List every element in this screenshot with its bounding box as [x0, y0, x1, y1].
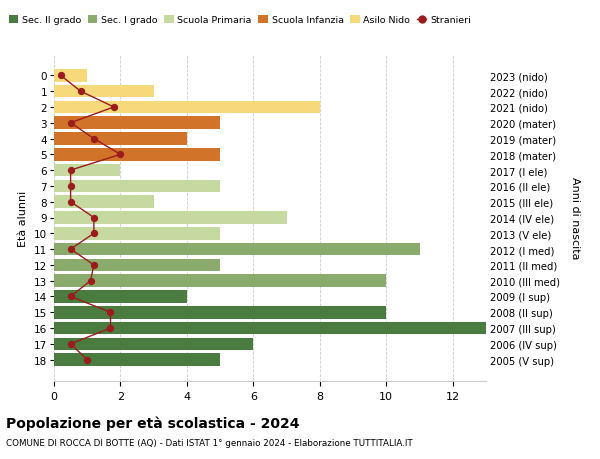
- Bar: [54, 338, 253, 350]
- Point: [66, 167, 76, 174]
- Point: [66, 246, 76, 253]
- Bar: [54, 149, 220, 161]
- Point: [66, 293, 76, 301]
- Point: [66, 341, 76, 348]
- Y-axis label: Anni di nascita: Anni di nascita: [569, 177, 580, 259]
- Point: [66, 199, 76, 206]
- Bar: [54, 196, 154, 208]
- Y-axis label: Età alunni: Età alunni: [18, 190, 28, 246]
- Bar: [54, 228, 220, 240]
- Point: [89, 214, 98, 222]
- Point: [89, 262, 98, 269]
- Bar: [54, 180, 220, 193]
- Point: [106, 325, 115, 332]
- Bar: [54, 259, 220, 272]
- Bar: [54, 133, 187, 146]
- Point: [82, 356, 92, 364]
- Text: Popolazione per età scolastica - 2024: Popolazione per età scolastica - 2024: [6, 415, 299, 430]
- Point: [106, 309, 115, 316]
- Bar: [54, 291, 187, 303]
- Point: [66, 120, 76, 127]
- Point: [76, 88, 85, 95]
- Legend: Sec. II grado, Sec. I grado, Scuola Primaria, Scuola Infanzia, Asilo Nido, Stran: Sec. II grado, Sec. I grado, Scuola Prim…: [7, 14, 473, 27]
- Point: [56, 73, 65, 80]
- Text: COMUNE DI ROCCA DI BOTTE (AQ) - Dati ISTAT 1° gennaio 2024 - Elaborazione TUTTIT: COMUNE DI ROCCA DI BOTTE (AQ) - Dati IST…: [6, 438, 413, 448]
- Bar: [54, 117, 220, 130]
- Bar: [54, 164, 121, 177]
- Point: [89, 230, 98, 237]
- Bar: [54, 243, 419, 256]
- Bar: [54, 353, 220, 366]
- Bar: [54, 86, 154, 98]
- Bar: [54, 101, 320, 114]
- Bar: [54, 275, 386, 287]
- Point: [109, 104, 119, 112]
- Point: [86, 277, 95, 285]
- Bar: [54, 212, 287, 224]
- Point: [89, 135, 98, 143]
- Bar: [54, 322, 486, 335]
- Point: [116, 151, 125, 159]
- Point: [66, 183, 76, 190]
- Bar: [54, 306, 386, 319]
- Bar: [54, 70, 87, 83]
